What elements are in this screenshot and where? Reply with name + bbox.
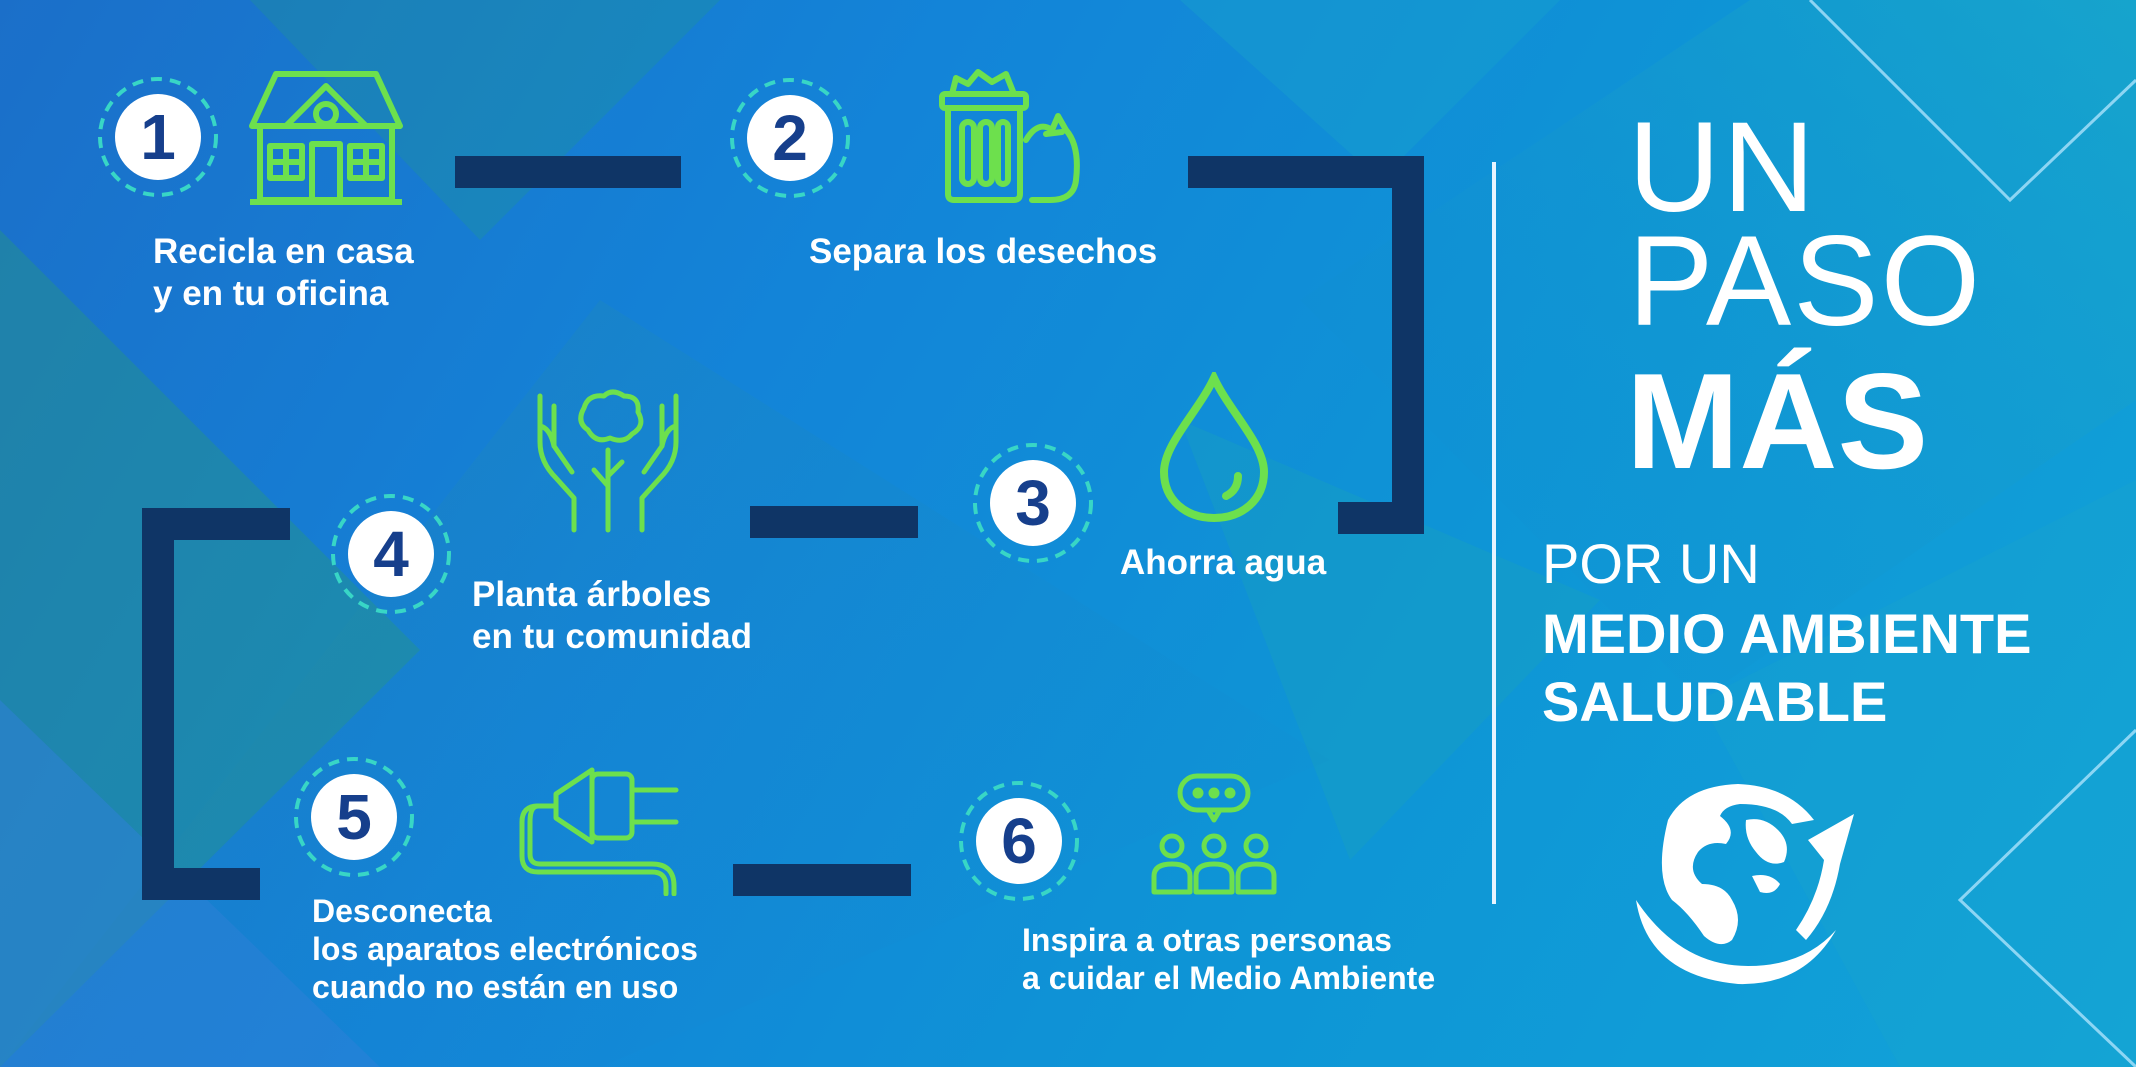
step-3-badge: 3 <box>972 442 1094 564</box>
step-3-line-1: Ahorra agua <box>1120 543 1327 582</box>
vertical-divider <box>1492 162 1496 904</box>
step-5-line-3: cuando no están en uso <box>312 969 679 1005</box>
step-4-badge: 4 <box>330 493 452 615</box>
connector-3-4 <box>750 506 918 538</box>
connector-5-6 <box>733 864 911 896</box>
step-5-line-2: los aparatos electrónicos <box>312 931 698 967</box>
title-line-un: UN <box>1628 96 1817 239</box>
plug-icon <box>518 760 682 896</box>
step-5-line-1: Desconecta <box>312 893 492 929</box>
step-6-text: Inspira a otras personas a cuidar el Med… <box>1022 921 1435 997</box>
step-2-text: Separa los desechos <box>809 231 1157 273</box>
step-2-line-1: Separa los desechos <box>809 232 1158 271</box>
step-4-line-1: Planta árboles <box>472 575 712 614</box>
bracket-right-bottom <box>1338 502 1424 534</box>
step-1-line-2: y en tu oficina <box>153 274 389 313</box>
bracket-right-vertical <box>1392 156 1424 534</box>
step-6-line-2: a cuidar el Medio Ambiente <box>1022 960 1436 996</box>
step-1-number: 1 <box>140 101 176 173</box>
bracket-right-top <box>1188 156 1424 188</box>
step-4-number: 4 <box>373 518 409 590</box>
step-5-number: 5 <box>336 781 372 853</box>
step-1-text: Recicla en casa y en tu oficina <box>153 231 414 315</box>
step-5-badge: 5 <box>293 756 415 878</box>
step-5-text: Desconecta los aparatos electrónicos cua… <box>312 892 698 1006</box>
step-6-line-1: Inspira a otras personas <box>1022 922 1392 958</box>
step-1-badge: 1 <box>97 76 219 198</box>
step-3-number: 3 <box>1015 467 1051 539</box>
subtitle-saludable: SALUDABLE <box>1542 670 1888 733</box>
step-6-badge: 6 <box>958 780 1080 902</box>
trash-bin-icon <box>934 68 1084 206</box>
bracket-left-bottom <box>142 868 260 900</box>
title-line-paso: PASO <box>1628 210 1983 353</box>
subtitle-por-un: POR UN <box>1542 532 1760 595</box>
title-line-mas: MÁS <box>1626 345 1929 497</box>
connector-1-2 <box>455 156 681 188</box>
step-3-text: Ahorra agua <box>1120 542 1326 584</box>
step-4-text: Planta árboles en tu comunidad <box>472 574 752 658</box>
step-6-number: 6 <box>1001 805 1037 877</box>
globe-icon <box>1628 780 1860 1001</box>
step-2-number: 2 <box>772 102 808 174</box>
step-2-badge: 2 <box>729 77 851 199</box>
subtitle-medio-ambiente: MEDIO AMBIENTE <box>1542 602 2032 665</box>
group-speech-icon <box>1150 772 1278 898</box>
water-drop-icon <box>1158 372 1270 524</box>
house-icon <box>246 64 406 208</box>
bracket-left-vertical <box>142 508 174 900</box>
step-4-line-2: en tu comunidad <box>472 617 752 656</box>
step-1-line-1: Recicla en casa <box>153 232 414 271</box>
hands-tree-icon <box>532 386 684 534</box>
